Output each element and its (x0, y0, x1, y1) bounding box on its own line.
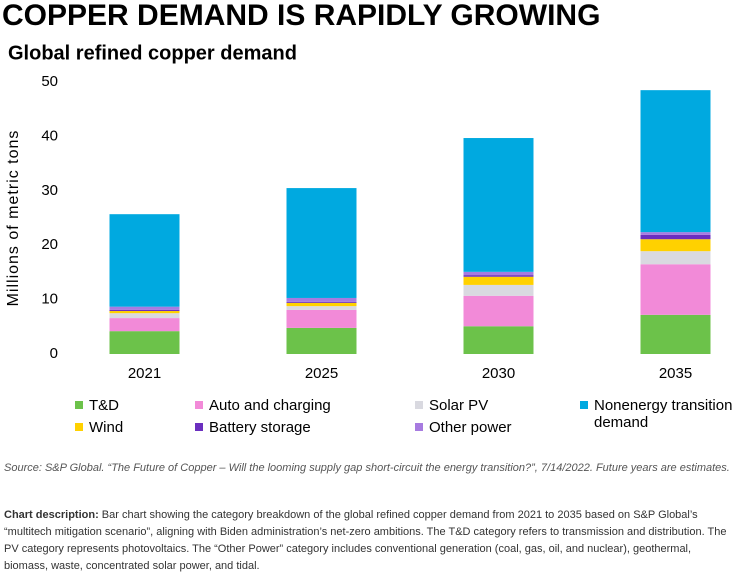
y-tick-label: 0 (50, 345, 58, 362)
bar-segment (109, 311, 180, 314)
bar-segment (109, 306, 180, 310)
bar-segment (286, 297, 357, 302)
source-note: Source: S&P Global. “The Future of Coppe… (4, 462, 730, 474)
bar-segment (640, 234, 711, 240)
bar-segment (640, 239, 711, 252)
legend-label: Battery storage (209, 419, 311, 436)
bar-segment (109, 309, 180, 312)
legend-swatch (415, 401, 423, 409)
bar-segment (463, 326, 534, 354)
bar-segment (463, 284, 534, 296)
description-text: Bar chart showing the category breakdown… (4, 509, 727, 572)
bar-segment (286, 301, 357, 303)
bar-segment (286, 309, 357, 328)
chart: COPPER DEMAND IS RAPIDLY GROWING Global … (2, 0, 711, 382)
legend-swatch (195, 423, 203, 431)
bar-segment (640, 251, 711, 265)
bar-segment (286, 327, 357, 354)
bar-segment (463, 276, 534, 285)
bar-segment (109, 313, 180, 319)
y-tick-label: 20 (41, 236, 58, 253)
y-tick-label: 40 (41, 127, 58, 144)
x-tick-label: 2025 (305, 365, 338, 382)
bar-segment (286, 188, 357, 298)
y-tick-label: 30 (41, 182, 58, 199)
legend-label: Auto and charging (209, 397, 331, 414)
legend-swatch (75, 401, 83, 409)
bar-segment (286, 306, 357, 310)
legend-label: Nonenergy transition demand (594, 397, 733, 431)
chart-description: Chart description: Bar chart showing the… (4, 507, 736, 575)
chart-title: COPPER DEMAND IS RAPIDLY GROWING (2, 0, 600, 32)
bar-segment (286, 302, 357, 307)
legend-swatch (415, 423, 423, 431)
bar-segment (640, 232, 711, 235)
bar-segment (640, 314, 711, 354)
x-tick-label: 2021 (128, 365, 161, 382)
bar-segment (640, 90, 711, 233)
bar-segment (463, 275, 534, 277)
legend-swatch (195, 401, 203, 409)
legend-label: Solar PV (429, 397, 489, 414)
y-axis-label: Millions of metric tons (5, 130, 22, 307)
description-label: Chart description: (4, 509, 99, 521)
y-tick-label: 10 (41, 291, 58, 308)
x-tick-label: 2030 (482, 365, 515, 382)
bar-segment (640, 264, 711, 315)
legend-label: Wind (89, 419, 124, 436)
bar-segment (109, 214, 180, 307)
x-tick-label: 2035 (659, 365, 692, 382)
chart-subtitle: Global refined copper demand (8, 42, 297, 64)
legend-label: T&D (89, 397, 119, 414)
legend-swatch (580, 401, 588, 409)
bar-segment (463, 138, 534, 272)
y-tick-label: 50 (41, 73, 58, 90)
legend-swatch (75, 423, 83, 431)
bar-segment (463, 271, 534, 276)
bar-segment (109, 331, 180, 354)
bar-segment (463, 295, 534, 327)
bar-segment (109, 318, 180, 332)
legend-label: Other power (429, 419, 512, 436)
